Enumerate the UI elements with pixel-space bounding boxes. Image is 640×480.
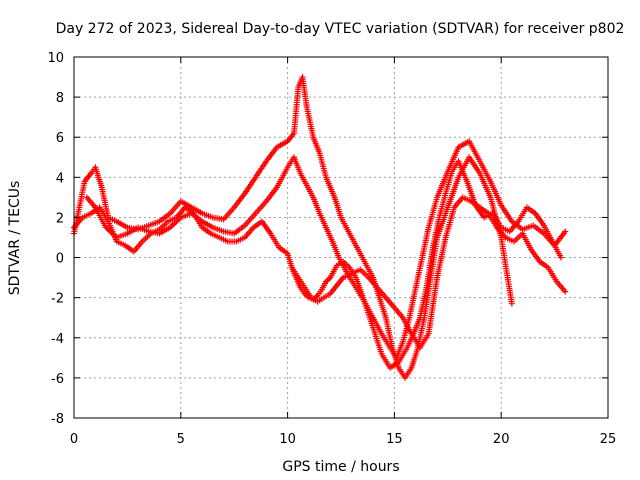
y-tick-label: -8 [51,412,64,427]
y-axis-ticks: -8 -6 -4 -2 0 2 4 6 8 10 [47,51,608,427]
x-tick-label: 20 [493,432,510,447]
y-tick-label: -2 [51,292,64,307]
y-axis-label: SDTVAR / TECUs [7,181,23,296]
data-point [508,300,515,307]
x-axis-ticks: 0 5 10 15 20 25 [70,57,616,447]
x-tick-label: 5 [177,432,185,447]
y-tick-label: -4 [51,332,64,347]
data-point [562,228,569,235]
x-tick-label: 25 [600,432,617,447]
y-tick-label: -6 [51,372,64,387]
y-tick-label: 4 [56,171,64,186]
x-tick-label: 15 [386,432,403,447]
x-tick-label: 0 [70,432,78,447]
x-tick-label: 10 [279,432,296,447]
y-tick-label: 2 [56,211,64,226]
plot-frame [73,56,609,419]
grid [74,57,608,418]
data-points [71,74,569,381]
y-tick-label: 6 [56,131,64,146]
chart-title: Day 272 of 2023, Sidereal Day-to-day VTE… [56,21,625,37]
y-tick-label: 8 [56,91,64,106]
y-tick-label: 0 [56,252,64,267]
x-axis-label: GPS time / hours [282,459,399,475]
y-tick-label: 10 [47,51,64,66]
data-point [562,288,569,295]
data-point [558,254,565,261]
